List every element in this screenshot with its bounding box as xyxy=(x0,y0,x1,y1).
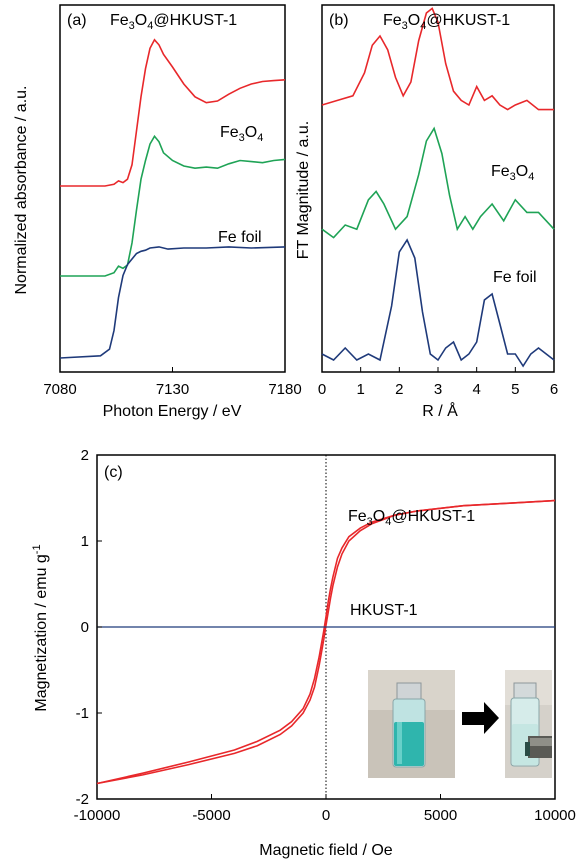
panel-b-line-fe3o4-hkust-1 xyxy=(321,7,554,111)
panel-a-line-fe3o4-hkust-1 xyxy=(60,38,286,187)
panel-c-ticks: -10000 -5000 0 5000 10000 -2 -1 0 1 2 xyxy=(74,447,576,824)
panel-b-xtick-label: 4 xyxy=(472,381,480,398)
panel-b-xticks: 0 1 2 3 4 5 6 xyxy=(318,367,558,398)
panel-b-frame xyxy=(321,4,555,373)
arrow-right-icon xyxy=(462,702,499,734)
panel-a-tag: (a) xyxy=(67,12,87,29)
panel-a-series-label-fe-foil: Fe foil xyxy=(218,229,262,246)
panel-a-frame xyxy=(59,4,286,373)
vial-after-magnet-photo xyxy=(505,670,552,778)
panel-c-ytick-label: 0 xyxy=(81,619,89,636)
panel-c-series-label-hkust: HKUST-1 xyxy=(350,602,418,619)
panel-a: 7080 7130 7180 (a) Fe3O4@HKUST-1 Fe3O4 Fe … xyxy=(13,4,302,420)
panel-b-series-label-fe3o4-hkust: Fe3O4@HKUST-1 xyxy=(383,12,510,32)
panel-a-line-fe-foil xyxy=(59,246,286,359)
panel-c: -10000 -5000 0 5000 10000 -2 -1 0 1 2 (c) Fe3O4@H… xyxy=(31,447,576,859)
panel-c-series-label-fe3o4-hkust: Fe3O4@HKUST-1 xyxy=(348,508,475,528)
panel-c-curves xyxy=(96,499,556,785)
panel-c-xlabel: Magnetic field / Oe xyxy=(259,842,393,859)
panel-c-tag: (c) xyxy=(104,464,123,481)
panel-a-line-fe3o4 xyxy=(60,134,286,277)
panel-c-xtick-label: 0 xyxy=(322,807,330,824)
panel-c-ytick-label: -2 xyxy=(76,791,89,808)
panel-a-ylabel: Normalized absorbance / a.u. xyxy=(13,86,30,295)
panel-a-xtick-label: 7080 xyxy=(43,381,76,398)
panel-b-series-label-fe3o4: Fe3O4 xyxy=(491,163,534,183)
panel-c-xtick-label: -10000 xyxy=(74,807,121,824)
panel-b-line-fe3o4 xyxy=(321,126,555,239)
panel-c-ytick-label: -1 xyxy=(76,705,89,722)
panel-a-xlabel: Photon Energy / eV xyxy=(103,403,242,420)
panel-a-xticks: 7080 7130 7180 xyxy=(43,367,302,398)
panel-c-xtick-label: 5000 xyxy=(424,807,457,824)
panel-a-curves xyxy=(59,38,286,359)
panel-b-line-fe-foil xyxy=(321,238,555,368)
panel-b-xtick-label: 6 xyxy=(550,381,558,398)
panel-b-tag: (b) xyxy=(329,12,349,29)
panel-b-xtick-label: 2 xyxy=(395,381,403,398)
panel-b-series-label-fe-foil: Fe foil xyxy=(493,269,537,286)
panel-b-xtick-label: 3 xyxy=(434,381,442,398)
panel-c-ytick-label: 2 xyxy=(81,447,89,464)
panel-b-xtick-label: 1 xyxy=(356,381,364,398)
panel-b-xtick-label: 5 xyxy=(511,381,519,398)
panel-b-xtick-label: 0 xyxy=(318,381,326,398)
panel-b-curves xyxy=(321,7,555,368)
panel-a-xtick-label: 7130 xyxy=(156,381,189,398)
vial-before-photo xyxy=(368,670,455,778)
panel-c-ylabel: Magnetization / emu g-1 xyxy=(31,544,50,711)
panel-c-xtick-label: 10000 xyxy=(534,807,576,824)
panel-a-series-label-fe3o4: Fe3O4 xyxy=(220,124,263,144)
panel-c-line-fe3o4-hkust-1-descending- xyxy=(96,499,556,785)
panel-b-ylabel: FT Magnitude / a.u. xyxy=(295,121,312,259)
panel-b-xlabel: R / Å xyxy=(422,401,458,420)
panel-c-xtick-label: -5000 xyxy=(192,807,230,824)
panel-a-series-label-fe3o4-hkust: Fe3O4@HKUST-1 xyxy=(110,12,237,32)
panel-a-xtick-label: 7180 xyxy=(268,381,301,398)
panel-c-ytick-label: 1 xyxy=(81,533,89,550)
